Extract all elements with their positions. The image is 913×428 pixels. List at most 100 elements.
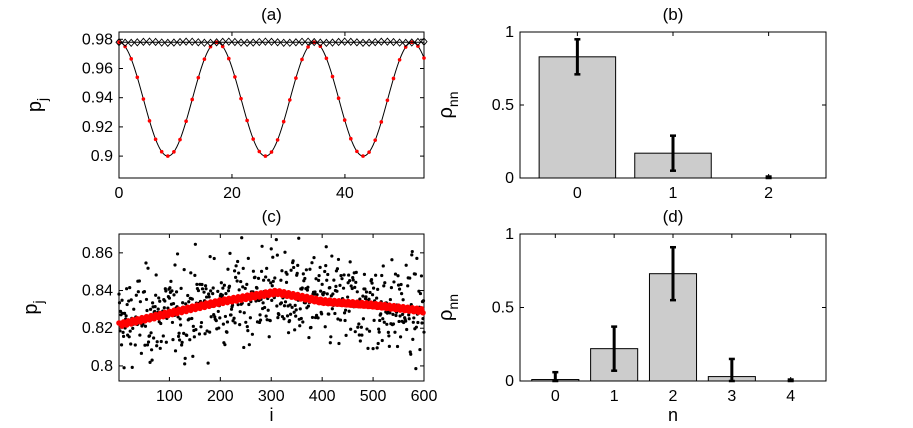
panel-c-sample-point: [225, 320, 230, 324]
panel-c-sample-point: [391, 322, 396, 326]
panel-c-sample-point: [256, 276, 261, 281]
panel-c-sample-point: [175, 252, 180, 256]
panel-c-sample-point: [277, 313, 281, 317]
panel-a-series-flat-point: [408, 38, 416, 47]
panel-a-ylabel-text: pj: [24, 98, 50, 112]
panel-c-sample-point: [197, 332, 202, 336]
panel-c-sample-point: [325, 278, 329, 282]
panel-a-series-flat-point: [121, 38, 129, 47]
panel-c-sample-point: [397, 287, 402, 291]
panel-c-sample-point: [381, 317, 385, 321]
panel-a-title: (a): [261, 5, 282, 24]
panel-c-sample-point: [177, 338, 182, 342]
panel-c-sample-point: [209, 289, 213, 293]
panel-c-sample-point: [421, 299, 426, 303]
panel-c-sample-point: [285, 314, 290, 318]
panel-c-sample-point: [367, 297, 371, 301]
panel-c-sample-point: [171, 301, 176, 306]
panel-c-sample-point: [301, 320, 305, 324]
panel-c-sample-point: [336, 317, 340, 321]
panel-a-series-flat-point: [176, 37, 184, 47]
panel-c-sample-point: [401, 298, 405, 302]
panel-c-sample-point: [123, 311, 127, 315]
panel-c-sample-point: [415, 256, 419, 260]
panel-a-series-flat-point: [261, 37, 269, 46]
panel-c-sample-point: [388, 297, 392, 302]
panel-c-sample-point: [161, 334, 165, 338]
panel-c-sample-point: [335, 267, 340, 271]
panel-c-sample-point: [145, 308, 149, 313]
panel-a-series-flat-point: [280, 38, 288, 47]
panel-c-sample-point: [298, 307, 302, 311]
panel-c-sample-point: [186, 293, 190, 298]
panel-a-ytick-label: 0.9: [91, 148, 113, 165]
panel-a-series-oscillating-point: [202, 57, 207, 61]
panel-c-sample-point: [273, 276, 277, 280]
panel-c-sample-point: [150, 358, 154, 362]
panel-c-sample-point: [391, 312, 395, 317]
panel-c-sample-point: [389, 286, 394, 290]
panel-a-series-oscillating-point: [367, 150, 371, 154]
panel-c-sample-point: [158, 346, 162, 350]
panel-c-sample-point: [288, 303, 292, 307]
panel-c-sample-point: [132, 307, 136, 311]
panel-c-sample-point: [306, 304, 311, 308]
panel-c-sample-point: [328, 341, 332, 345]
panel-c-sample-point: [246, 329, 250, 333]
panel-c-sample-point: [120, 298, 124, 302]
panel-c-sample-point: [130, 365, 134, 369]
panel-c-sample-point: [405, 327, 409, 332]
panel-c-sample-point: [386, 330, 390, 334]
panel-a-series-oscillating-point: [245, 118, 249, 123]
panel-c-sample-point: [144, 297, 149, 302]
panel-c-sample-point: [377, 330, 381, 334]
panel-a-series-flat-point: [347, 37, 355, 46]
panel-c-sample-point: [361, 294, 365, 298]
panel-a-xtick-label: 20: [223, 185, 241, 202]
panel-a-series-flat-point: [396, 38, 404, 47]
panel-c-sample-point: [143, 343, 147, 347]
panel-c-sample-point: [164, 289, 168, 293]
panel-c-sample-point: [275, 253, 279, 257]
panel-c-sample-point: [305, 288, 309, 292]
panel-c-sample-point: [148, 360, 152, 364]
panel-a-series-flat-point: [243, 38, 251, 48]
panel-c-sample-point: [338, 318, 343, 322]
panel-c-sample-point: [129, 298, 133, 302]
panel-a-series-flat-point: [249, 38, 257, 47]
panel-c-xtick-label: 200: [207, 388, 234, 405]
panel-a-series-flat-point: [359, 38, 367, 47]
panel-a-series-flat-point: [286, 38, 294, 47]
panel-c-sample-point: [364, 290, 369, 294]
panel-c-sample-point: [363, 287, 367, 291]
panel-c-sample-point: [420, 321, 424, 325]
panel-c-sample-point: [336, 257, 341, 262]
panel-c-sample-point: [417, 289, 421, 293]
panel-c-sample-point: [368, 290, 372, 295]
panel-a-series-flat-point: [231, 37, 239, 47]
panel-c-sample-point: [180, 340, 184, 344]
panel-c-sample-point: [217, 326, 221, 330]
panel-c-sample-point: [370, 293, 375, 297]
panel-c-sample-point: [325, 292, 329, 296]
panel-c-sample-point: [224, 291, 228, 296]
panel-c-xtick-label: 500: [360, 388, 387, 405]
panel-d-ylabel: ρnn: [435, 294, 461, 321]
panel-c-sample-point: [292, 265, 296, 270]
panel-a-xtick-label: 40: [336, 185, 354, 202]
panel-c-sample-point: [229, 307, 234, 311]
panel-c-sample-point: [142, 289, 147, 294]
panel-c-sample-point: [207, 295, 211, 299]
panel-c-sample-point: [129, 342, 133, 346]
panel-c-sample-point: [271, 279, 275, 283]
panel-c-sample-point: [122, 366, 126, 370]
panel-a-frame: [118, 31, 425, 179]
panel-c-sample-point: [339, 274, 343, 278]
panel-a-series-oscillating-point: [129, 57, 133, 61]
panel-c-sample-point: [350, 286, 354, 291]
panel-c-sample-point: [173, 263, 177, 267]
panel-c-sample-point: [376, 341, 380, 346]
panel-c-sample-point: [216, 289, 220, 293]
panel-c-sample-point: [209, 315, 213, 319]
panel-c-sample-point: [349, 284, 353, 288]
